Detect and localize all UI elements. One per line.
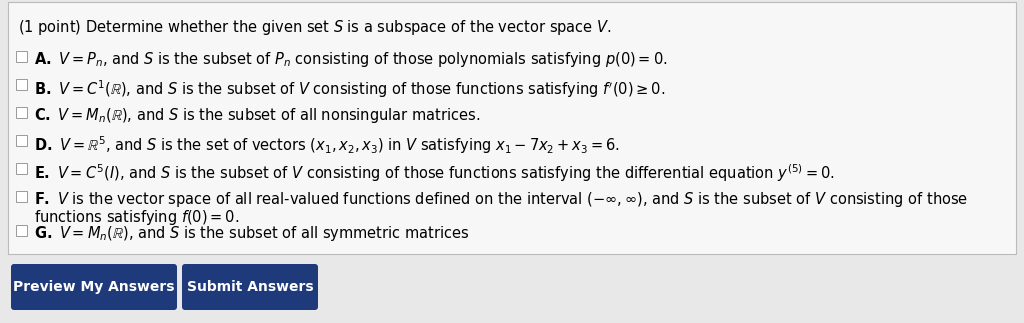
FancyBboxPatch shape [16, 191, 27, 202]
Text: $\mathbf{G.}$ $V = M_n(\mathbb{R})$, and $S$ is the subset of all symmetric matr: $\mathbf{G.}$ $V = M_n(\mathbb{R})$, and… [34, 224, 469, 243]
Text: Preview My Answers: Preview My Answers [13, 280, 175, 294]
FancyBboxPatch shape [8, 2, 1016, 254]
FancyBboxPatch shape [16, 79, 27, 90]
FancyBboxPatch shape [16, 51, 27, 62]
Text: $\mathbf{B.}$ $V = C^1(\mathbb{R})$, and $S$ is the subset of $V$ consisting of : $\mathbf{B.}$ $V = C^1(\mathbb{R})$, and… [34, 78, 666, 100]
Text: $\mathbf{C.}$ $V = M_n(\mathbb{R})$, and $S$ is the subset of all nonsingular ma: $\mathbf{C.}$ $V = M_n(\mathbb{R})$, and… [34, 106, 480, 125]
FancyBboxPatch shape [16, 107, 27, 118]
Text: $\mathbf{E.}$ $V = C^5(I)$, and $S$ is the subset of $V$ consisting of those fun: $\mathbf{E.}$ $V = C^5(I)$, and $S$ is t… [34, 162, 835, 184]
FancyBboxPatch shape [11, 264, 177, 310]
FancyBboxPatch shape [16, 163, 27, 174]
Text: $\mathbf{D.}$ $V = \mathbb{R}^5$, and $S$ is the set of vectors $(x_1, x_2, x_3): $\mathbf{D.}$ $V = \mathbb{R}^5$, and $S… [34, 134, 620, 156]
Text: Submit Answers: Submit Answers [186, 280, 313, 294]
Text: $\mathbf{A.}$ $V = P_n$, and $S$ is the subset of $P_n$ consisting of those poly: $\mathbf{A.}$ $V = P_n$, and $S$ is the … [34, 50, 668, 69]
FancyBboxPatch shape [182, 264, 318, 310]
Text: functions satisfying $f(0) = 0$.: functions satisfying $f(0) = 0$. [34, 208, 240, 227]
FancyBboxPatch shape [16, 225, 27, 236]
Text: (1 point) Determine whether the given set $S$ is a subspace of the vector space : (1 point) Determine whether the given se… [18, 18, 611, 37]
FancyBboxPatch shape [16, 135, 27, 146]
Text: $\mathbf{F.}$ $V$ is the vector space of all real-valued functions defined on th: $\mathbf{F.}$ $V$ is the vector space of… [34, 190, 968, 209]
